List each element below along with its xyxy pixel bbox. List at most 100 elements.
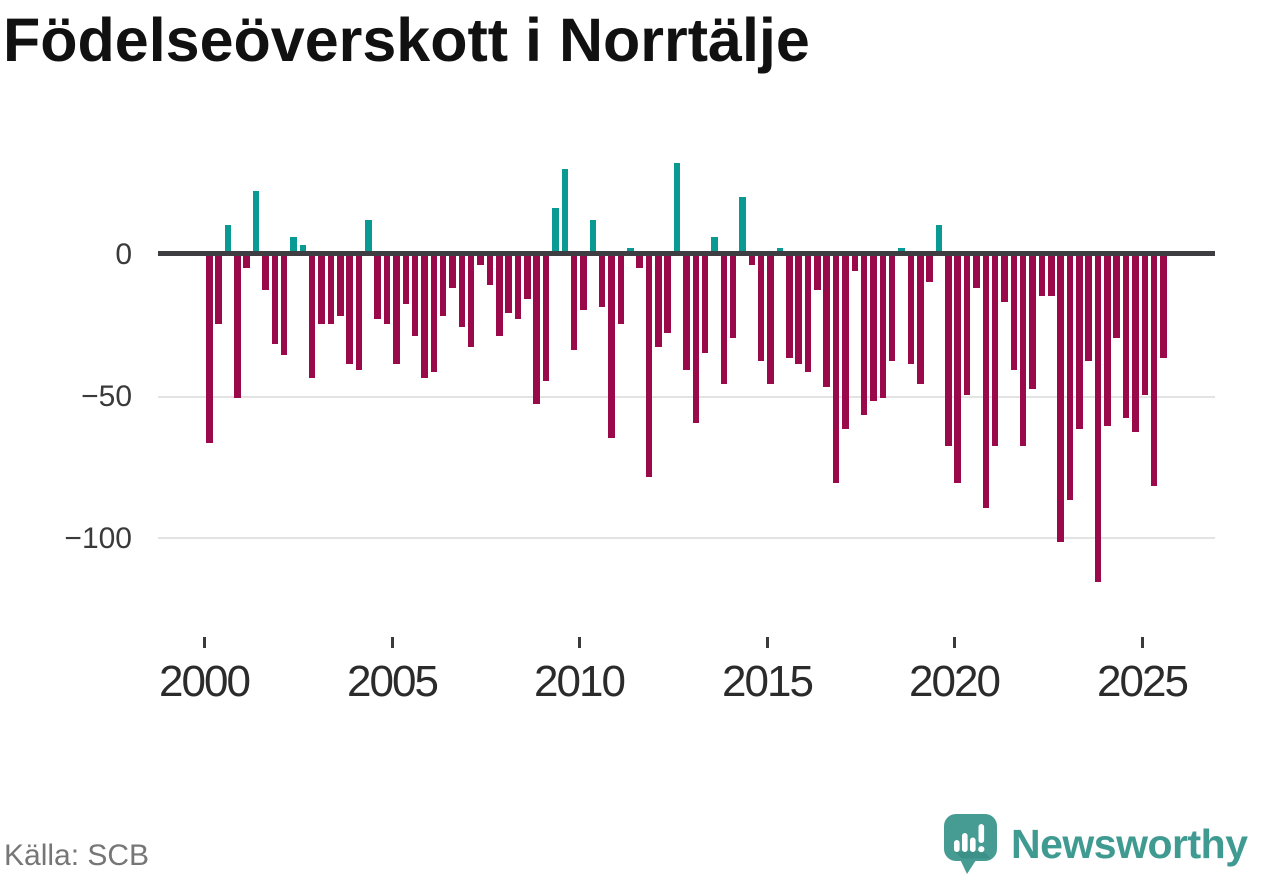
bar-negative [1113,253,1120,339]
bar-negative [804,253,812,373]
x-tick-label-2005: 2005 [347,657,439,706]
newsworthy-logo-icon [944,814,997,874]
bar-negative [973,253,980,288]
bar-negative [748,253,756,265]
bar-negative [1132,253,1139,432]
bar-positive [711,236,718,254]
bar-negative [271,253,279,345]
bar-negative [1160,253,1167,359]
bar-negative [842,253,849,429]
bar-negative [991,253,999,446]
gridline-minus-100 [158,537,1215,539]
bar-negative [1150,253,1158,486]
x-tick-label-2000: 2000 [159,657,251,706]
bar-negative [608,253,615,438]
y-tick-label-0: 0 [115,238,132,271]
bar-negative [262,253,269,291]
bar-negative [683,253,690,370]
bar-negative [917,253,924,384]
newsworthy-logo: Newsworthy [942,812,1248,876]
bar-negative [963,253,971,395]
bar-negative [645,253,653,478]
bar-negative [1076,253,1083,429]
bar-negative [1001,253,1008,302]
bar-negative [1010,253,1018,370]
bar-negative [580,253,587,311]
bar-negative [449,253,456,288]
bar-negative [851,253,859,271]
bar-negative [617,253,625,325]
bar-negative [411,253,419,336]
newsworthy-logo-text: Newsworthy [1011,820,1248,867]
x-tick-mark-2000 [203,637,206,648]
bar-negative [337,253,344,316]
bar-negative [907,253,915,364]
bar-positive [739,196,746,254]
bar-negative [421,253,428,378]
bar-negative [664,253,671,333]
bar-positive [252,191,260,254]
bar-positive [299,245,307,254]
bar-negative [1048,253,1055,296]
bar-negative [542,253,550,381]
bar-negative [1122,253,1130,418]
x-tick-label-2010: 2010 [534,657,626,706]
x-tick-label-2015: 2015 [722,657,814,706]
bar-negative [945,253,952,446]
x-tick-mark-2025 [1140,637,1144,648]
bar-negative [636,253,643,268]
source-label: Källa: SCB [4,839,150,872]
x-tick-mark-2015 [765,637,769,648]
bar-negative [570,253,578,350]
bar-negative [1038,253,1046,296]
bar-negative [496,253,503,336]
bar-negative [318,253,325,325]
bar-negative [888,253,896,361]
bar-negative [486,253,494,285]
bar-negative [458,253,466,328]
bar-negative [327,253,335,325]
bar-positive [673,162,681,254]
bar-negative [206,253,213,444]
bar-negative [757,253,765,361]
gridline-minus-50 [158,396,1215,398]
bar-negative [374,253,381,319]
bar-negative [1057,253,1064,543]
x-tick-mark-2020 [953,637,956,648]
bar-negative [280,253,288,356]
bar-negative [926,253,933,282]
bar-negative [655,253,662,347]
bar-negative [393,253,400,364]
bar-negative [430,253,438,373]
bar-negative [1085,253,1092,361]
bar-negative [786,253,793,359]
bar-negative [346,253,353,364]
bar-negative [308,253,316,378]
bar-negative [467,253,475,347]
y-tick-label-minus-100: −100 [64,522,132,555]
bar-negative [767,253,774,384]
bar-negative [1094,253,1102,582]
bar-positive [589,219,597,254]
bar-negative [505,253,512,313]
bar-negative [1104,253,1111,427]
bar-negative [954,253,961,483]
bar-positive [224,225,232,254]
bar-negative [402,253,410,305]
bar-positive [365,219,372,254]
bar-negative [533,253,540,404]
bar-negative [720,253,728,384]
bar-negative [439,253,447,316]
bar-negative [795,253,802,364]
bar-negative [1029,253,1036,390]
x-tick-label-2025: 2025 [1097,657,1189,706]
bar-negative [1141,253,1149,395]
bar-positive [935,225,943,254]
bar-negative [701,253,709,353]
bar-positive [898,247,905,254]
bar-negative [814,253,821,291]
bar-negative [355,253,363,370]
bar-negative [524,253,531,299]
